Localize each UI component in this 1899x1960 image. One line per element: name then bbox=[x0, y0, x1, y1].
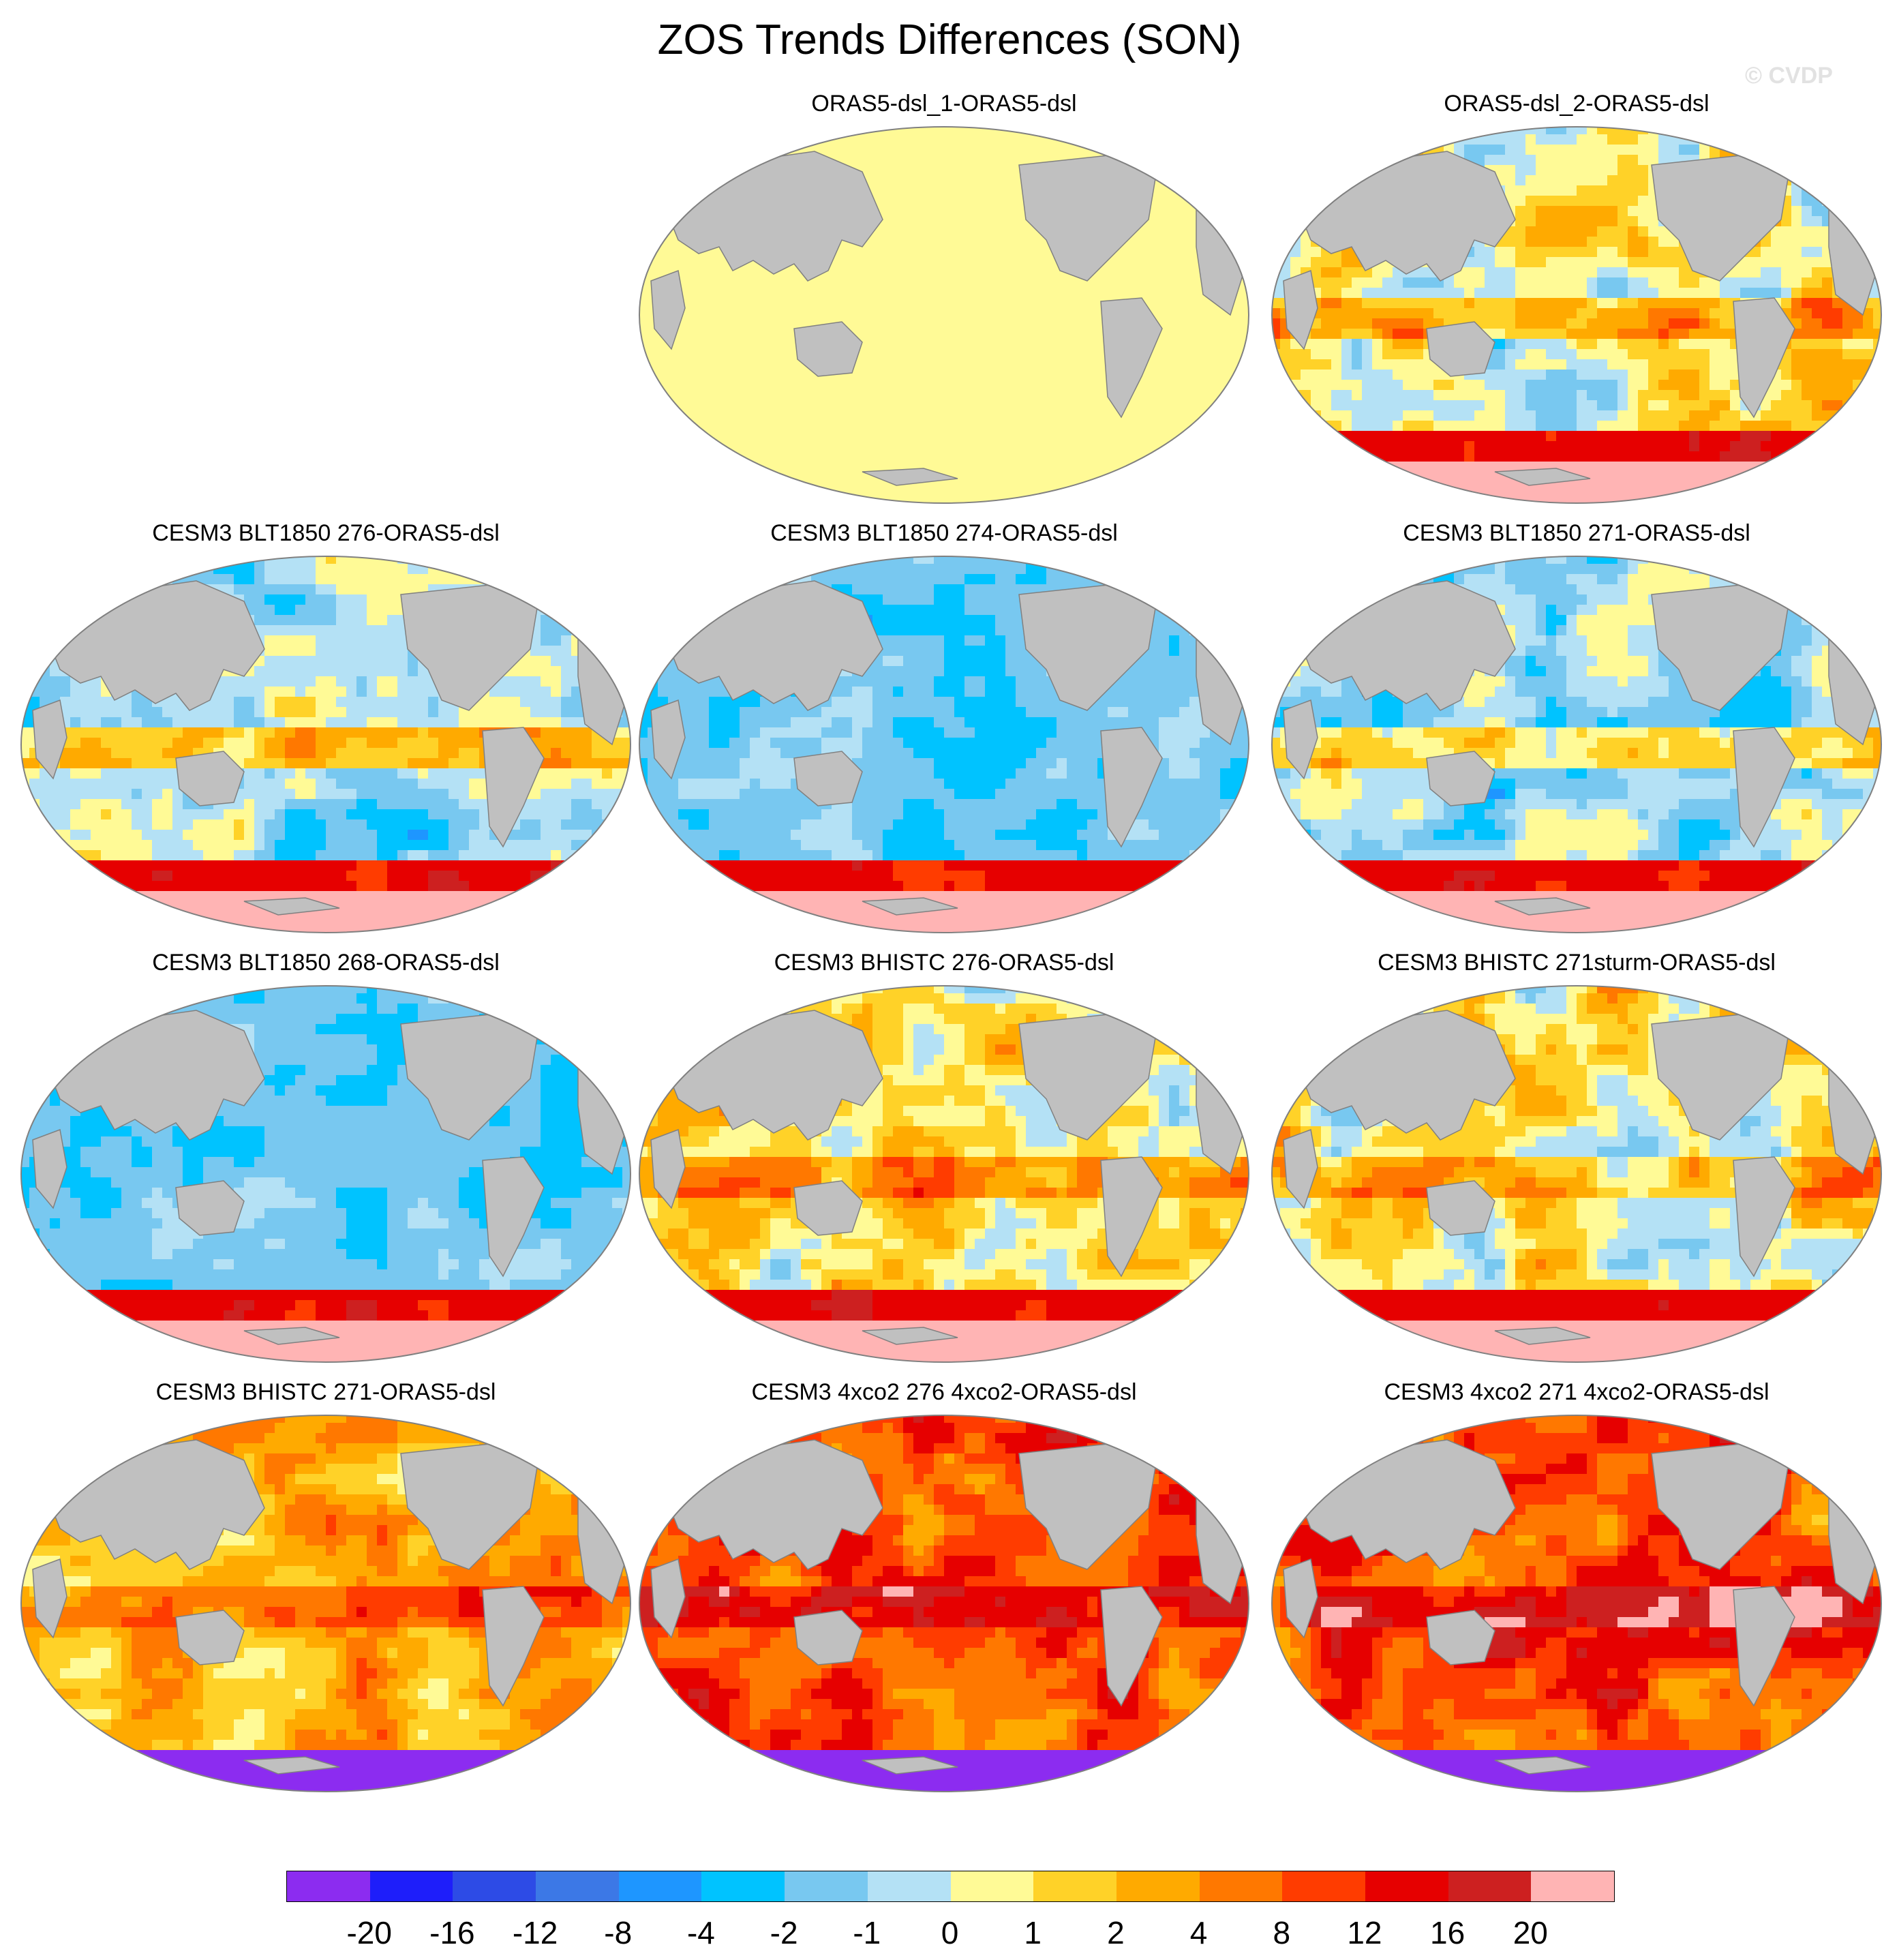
colorbar-label: 16 bbox=[1407, 1916, 1489, 1950]
panel-title: ORAS5-dsl_2-ORAS5-dsl bbox=[1270, 89, 1883, 119]
map-panel bbox=[20, 985, 631, 1363]
colorbar-box bbox=[1116, 1871, 1200, 1901]
colorbar-box bbox=[1531, 1871, 1614, 1901]
colorbar-box bbox=[950, 1871, 1034, 1901]
watermark: © CVDP bbox=[1745, 63, 1833, 89]
map-panel bbox=[1271, 126, 1882, 504]
colorbar-label: 1 bbox=[992, 1916, 1074, 1950]
panel-title: CESM3 BLT1850 268-ORAS5-dsl bbox=[19, 948, 633, 978]
colorbar-label: 20 bbox=[1489, 1916, 1571, 1950]
colorbar-box bbox=[701, 1871, 785, 1901]
panel-title: CESM3 BLT1850 276-ORAS5-dsl bbox=[19, 518, 633, 548]
colorbar-label: 2 bbox=[1075, 1916, 1157, 1950]
colorbar-box bbox=[1199, 1871, 1283, 1901]
panel-title: CESM3 BHISTC 276-ORAS5-dsl bbox=[637, 948, 1251, 978]
colorbar-box bbox=[618, 1871, 702, 1901]
colorbar-label: -12 bbox=[494, 1916, 576, 1950]
colorbar-box bbox=[1448, 1871, 1532, 1901]
colorbar-label: -16 bbox=[411, 1916, 493, 1950]
colorbar-box bbox=[867, 1871, 951, 1901]
colorbar-label: 4 bbox=[1158, 1916, 1240, 1950]
colorbar-label: -2 bbox=[743, 1916, 825, 1950]
panel-title: CESM3 4xco2 271 4xco2-ORAS5-dsl bbox=[1270, 1377, 1883, 1407]
panel-title: CESM3 4xco2 276 4xco2-ORAS5-dsl bbox=[637, 1377, 1251, 1407]
colorbar bbox=[286, 1871, 1615, 1902]
colorbar-box bbox=[1365, 1871, 1448, 1901]
map-panel bbox=[639, 126, 1249, 504]
map-panel bbox=[639, 556, 1249, 933]
colorbar-box bbox=[369, 1871, 453, 1901]
panel-title: CESM3 BHISTC 271sturm-ORAS5-dsl bbox=[1270, 948, 1883, 978]
colorbar-box bbox=[1282, 1871, 1365, 1901]
panel-title: CESM3 BHISTC 271-ORAS5-dsl bbox=[19, 1377, 633, 1407]
map-panel bbox=[20, 1415, 631, 1792]
panel-title: ORAS5-dsl_1-ORAS5-dsl bbox=[637, 89, 1251, 119]
figure-title: ZOS Trends Differences (SON) bbox=[0, 10, 1899, 71]
map-panel bbox=[1271, 556, 1882, 933]
colorbar-box bbox=[453, 1871, 536, 1901]
map-panel bbox=[639, 1415, 1249, 1792]
map-panel bbox=[639, 985, 1249, 1363]
colorbar-label: 0 bbox=[909, 1916, 991, 1950]
colorbar-box bbox=[287, 1871, 370, 1901]
colorbar-label: 12 bbox=[1324, 1916, 1406, 1950]
colorbar-label: -8 bbox=[577, 1916, 659, 1950]
map-panel bbox=[20, 556, 631, 933]
colorbar-box bbox=[785, 1871, 868, 1901]
panel-title: CESM3 BLT1850 271-ORAS5-dsl bbox=[1270, 518, 1883, 548]
colorbar-box bbox=[536, 1871, 619, 1901]
map-panel bbox=[1271, 985, 1882, 1363]
colorbar-box bbox=[1033, 1871, 1116, 1901]
panel-title: CESM3 BLT1850 274-ORAS5-dsl bbox=[637, 518, 1251, 548]
colorbar-label: -20 bbox=[329, 1916, 410, 1950]
colorbar-label: 8 bbox=[1241, 1916, 1322, 1950]
map-panel bbox=[1271, 1415, 1882, 1792]
colorbar-label: -4 bbox=[660, 1916, 742, 1950]
colorbar-label: -1 bbox=[826, 1916, 908, 1950]
